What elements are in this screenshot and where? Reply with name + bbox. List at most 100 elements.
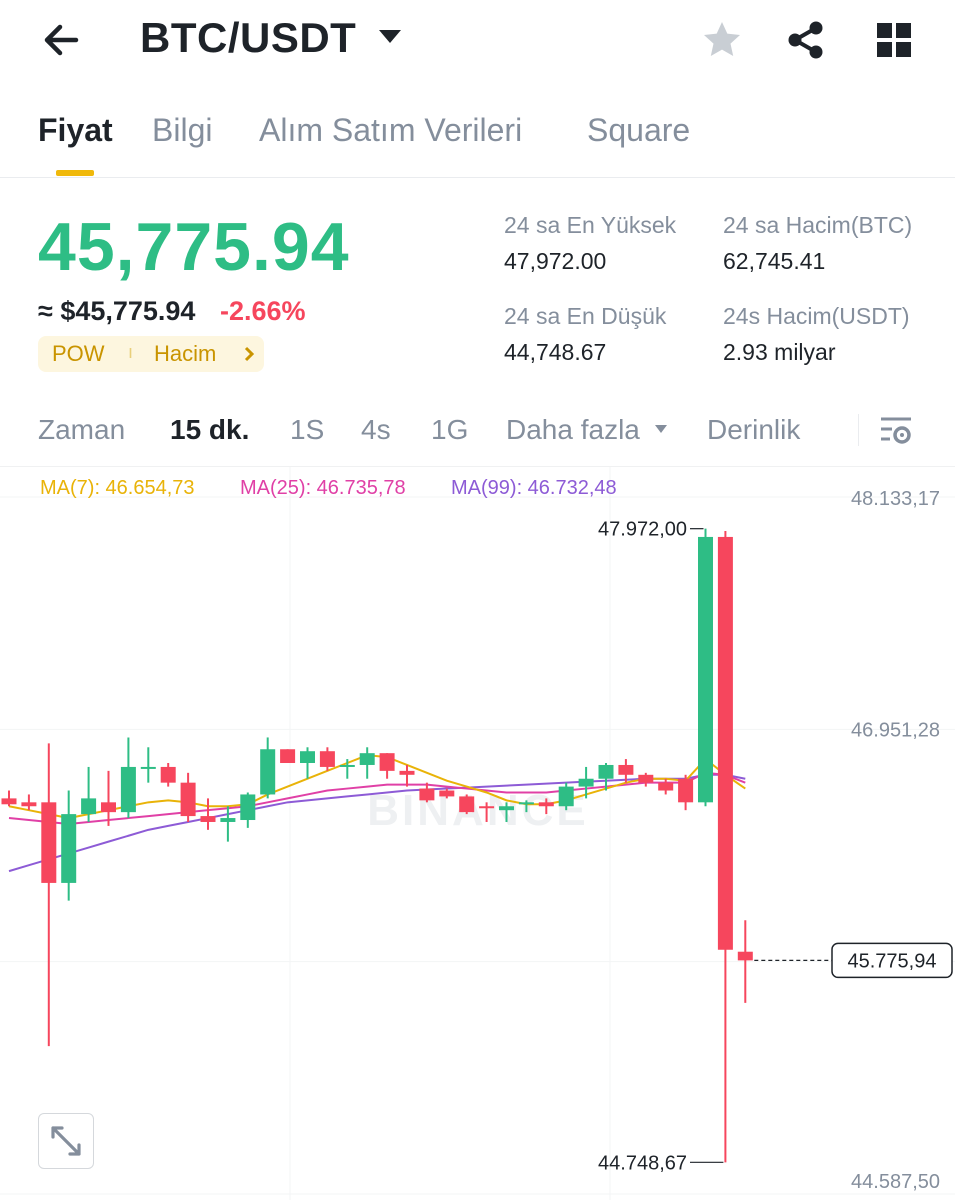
candlestick-chart: BINANCE 48.133,1746.951,2845.769,3944.58… [0,467,955,1200]
y-axis-tick-label: 48.133,17 [851,488,940,510]
candle-body [558,786,574,807]
candle-down [399,764,415,787]
divider [858,414,859,446]
candle-up [120,737,136,819]
interval-time[interactable]: Zaman [38,414,126,445]
candle-body [598,764,614,779]
candle-body [41,802,57,883]
candle-body [618,764,634,775]
tag-separator: ı [128,342,134,362]
candle-down [678,774,694,811]
candle-down [379,753,395,779]
candle-body [459,796,475,813]
active-tab-indicator [56,170,94,176]
interval-more[interactable]: Daha fazla [506,414,640,445]
candle-body [1,798,17,805]
low-marker-label: 44.748,67 [598,1152,687,1174]
candle-body [260,749,276,795]
app-header: BTC/USDT [0,0,955,84]
candle-body [120,766,136,813]
share-button[interactable] [784,18,828,62]
tab-price[interactable]: Fiyat [38,112,113,148]
candle-body [538,802,554,807]
price-chart[interactable]: BINANCE 48.133,1746.951,2845.769,3944.58… [0,466,955,1200]
candle-up [300,747,315,779]
candle-body [479,806,495,809]
tab-trading-data[interactable]: Alım Satım Verileri [259,112,523,148]
tag-pow[interactable]: POW [52,341,105,366]
high-24h-value: 47,972.00 [504,248,607,274]
candle-up [140,747,156,783]
candle-body [518,802,534,805]
interval-1d[interactable]: 1G [431,414,469,445]
candle-up [518,800,534,813]
candle-up [359,747,375,779]
pair-title[interactable]: BTC/USDT [140,14,357,61]
y-axis-tick-label: 44.587,50 [851,1171,940,1193]
candle-body [200,816,216,822]
ma25-line [8,771,746,825]
ma7-indicator: MA(7): 46.654,73 [40,477,195,499]
candle-body [578,778,594,787]
candle-body [160,766,176,783]
candle-body [101,802,116,813]
ma99-indicator: MA(99): 46.732,48 [451,477,617,499]
candle-up [698,528,713,807]
caret-down-icon [655,425,667,433]
candle-body [81,798,97,815]
pair-selector-caret[interactable] [376,26,404,48]
candle-body [717,536,733,950]
candle-body [379,753,395,771]
candle-body [499,806,514,811]
candle-down [41,743,57,1047]
candle-body [678,778,694,803]
chart-settings-icon [881,417,911,444]
tag-volume[interactable]: Hacim [154,341,217,366]
candle-down [638,772,654,787]
fullscreen-button[interactable] [38,1113,94,1169]
apps-button[interactable] [872,18,916,62]
star-icon [704,22,740,56]
low-24h-value: 44,748.67 [504,339,607,365]
candle-down [200,798,216,830]
back-button[interactable] [40,18,84,62]
candle-down [180,772,196,822]
candle-up [81,766,97,822]
candle-up [240,792,256,828]
candle-down [737,920,753,1003]
interval-15m[interactable]: 15 dk. [170,414,250,445]
low-24h-label: 24 sa En Düşük [504,303,667,329]
tab-square[interactable]: Square [587,112,691,148]
usd-equivalent: ≈ $45,775.94 [38,296,196,326]
candle-body [359,753,375,765]
candle-down [101,770,116,826]
high-24h-label: 24 sa En Yüksek [504,212,677,238]
ma99-line [8,773,746,873]
grid-icon [877,23,911,57]
candle-body [180,782,196,817]
last-price-badge-label: 45.775,94 [848,950,937,972]
candle-body [220,818,236,822]
candle-body [399,770,415,775]
chart-settings-button[interactable] [878,412,914,448]
y-axis-tick-label: 46.951,28 [851,719,940,741]
interval-1h[interactable]: 1S [290,414,325,445]
candle-body [737,951,753,961]
favorite-button[interactable] [700,18,744,62]
candle-down [717,531,733,1163]
binance-watermark: BINANCE [367,786,588,835]
ma25-indicator: MA(25): 46.735,78 [240,477,406,499]
tag-chips[interactable]: POW ı Hacim [38,336,264,372]
depth-tab[interactable]: Derinlik [707,414,801,445]
price-change-percent: -2.66% [220,296,306,326]
candle-body [280,749,296,764]
volume-usdt-label: 24s Hacim(USDT) [723,303,910,329]
candle-body [61,814,77,883]
candle-up [499,802,514,822]
tab-info[interactable]: Bilgi [152,112,213,148]
share-icon [788,21,823,59]
candle-body [638,774,654,783]
volume-btc-label: 24 sa Hacim(BTC) [723,212,913,238]
candle-down [419,782,435,803]
interval-4h[interactable]: 4s [361,414,391,445]
